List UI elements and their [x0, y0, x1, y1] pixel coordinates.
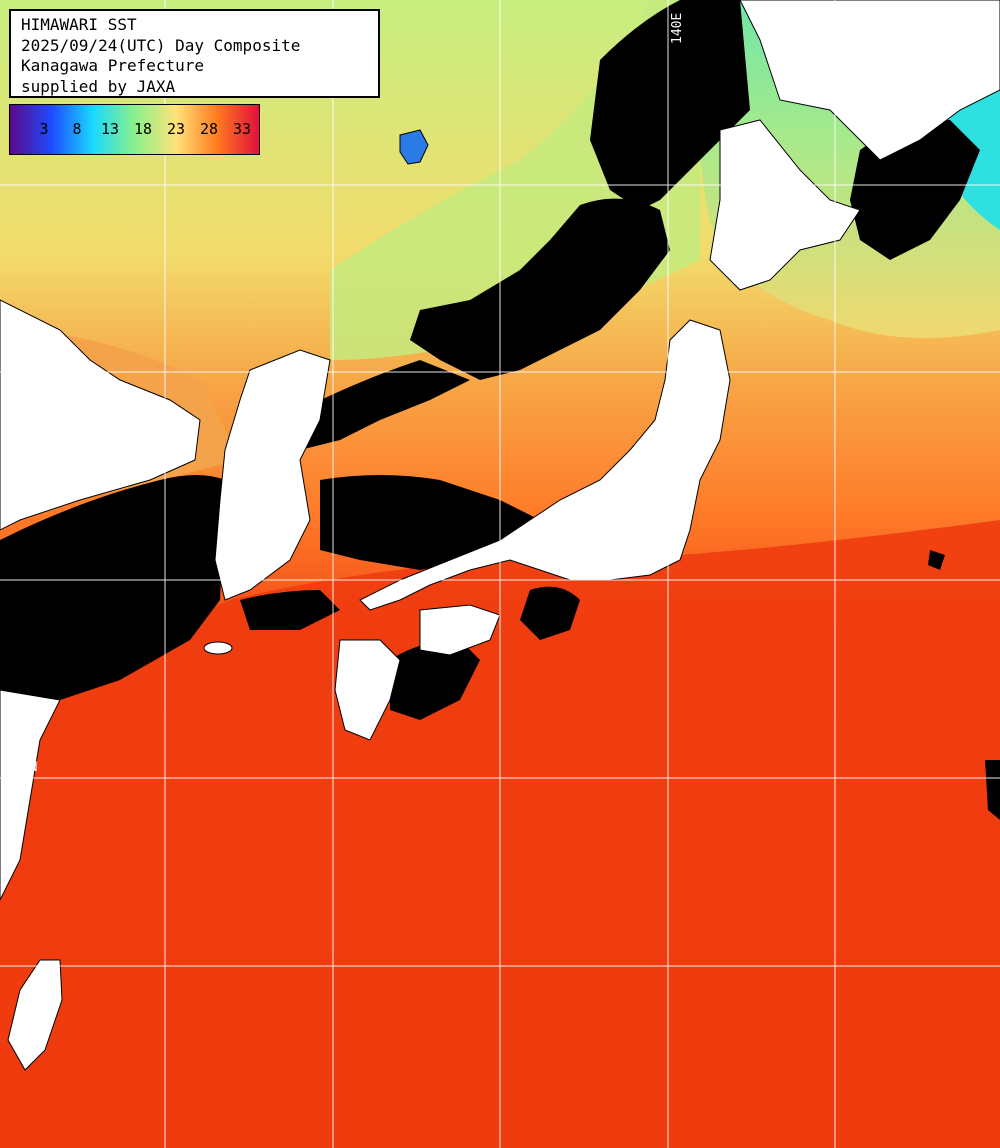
land-masses [0, 0, 1000, 1071]
korea [214, 349, 331, 601]
colorbar-tick-label: 3 [39, 120, 49, 138]
russia-coast [739, 0, 1000, 161]
jeju [203, 641, 233, 655]
title-line-4: supplied by JAXA [21, 76, 176, 96]
colorbar-labels: 3 8 13 18 23 28 33 [10, 120, 259, 140]
hokkaido [709, 119, 861, 291]
colorbar-tick-label: 8 [72, 120, 82, 138]
colorbar-tick-label: 13 [100, 120, 120, 138]
lat-label-30n: 30N [14, 760, 38, 775]
shikoku [419, 604, 501, 656]
honshu [359, 319, 731, 611]
lake-blue [399, 129, 429, 165]
temperature-colorbar: 3 8 13 18 23 28 33 [9, 104, 260, 155]
colorbar-tick-label: 28 [199, 120, 219, 138]
china-east [0, 689, 61, 901]
colorbar-tick-label: 33 [232, 120, 252, 138]
title-line-1: HIMAWARI SST [21, 15, 137, 34]
title-line-3: Kanagawa Prefecture [21, 56, 205, 75]
colorbar-tick-label: 18 [133, 120, 153, 138]
lon-label-140e: 140E [670, 12, 685, 44]
title-line-2: 2025/09/24(UTC) Day Composite [21, 35, 301, 55]
lat-label-40n: 40N [14, 354, 38, 369]
title-box: HIMAWARI SST 2025/09/24(UTC) Day Composi… [9, 9, 380, 98]
china-north [0, 299, 201, 531]
taiwan [7, 959, 63, 1071]
kyushu [334, 639, 401, 741]
colorbar-tick-label: 23 [166, 120, 186, 138]
